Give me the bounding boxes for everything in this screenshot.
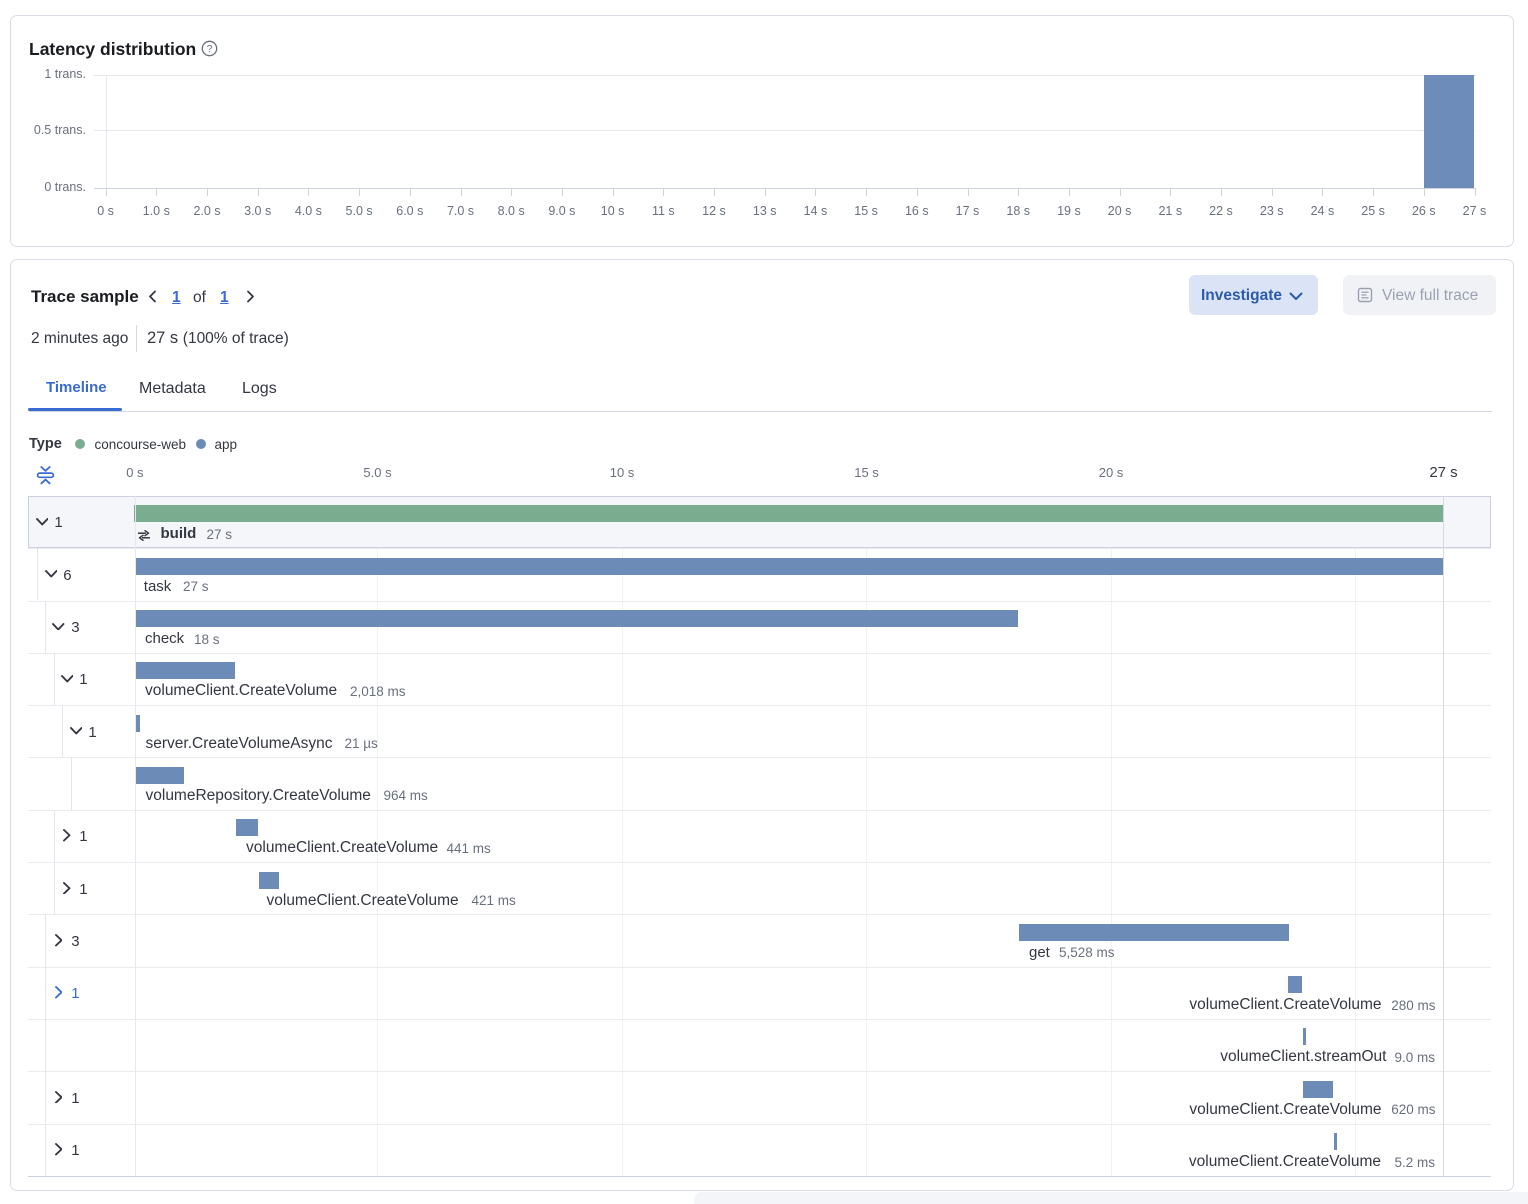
svg-text:?: ?: [207, 43, 213, 55]
